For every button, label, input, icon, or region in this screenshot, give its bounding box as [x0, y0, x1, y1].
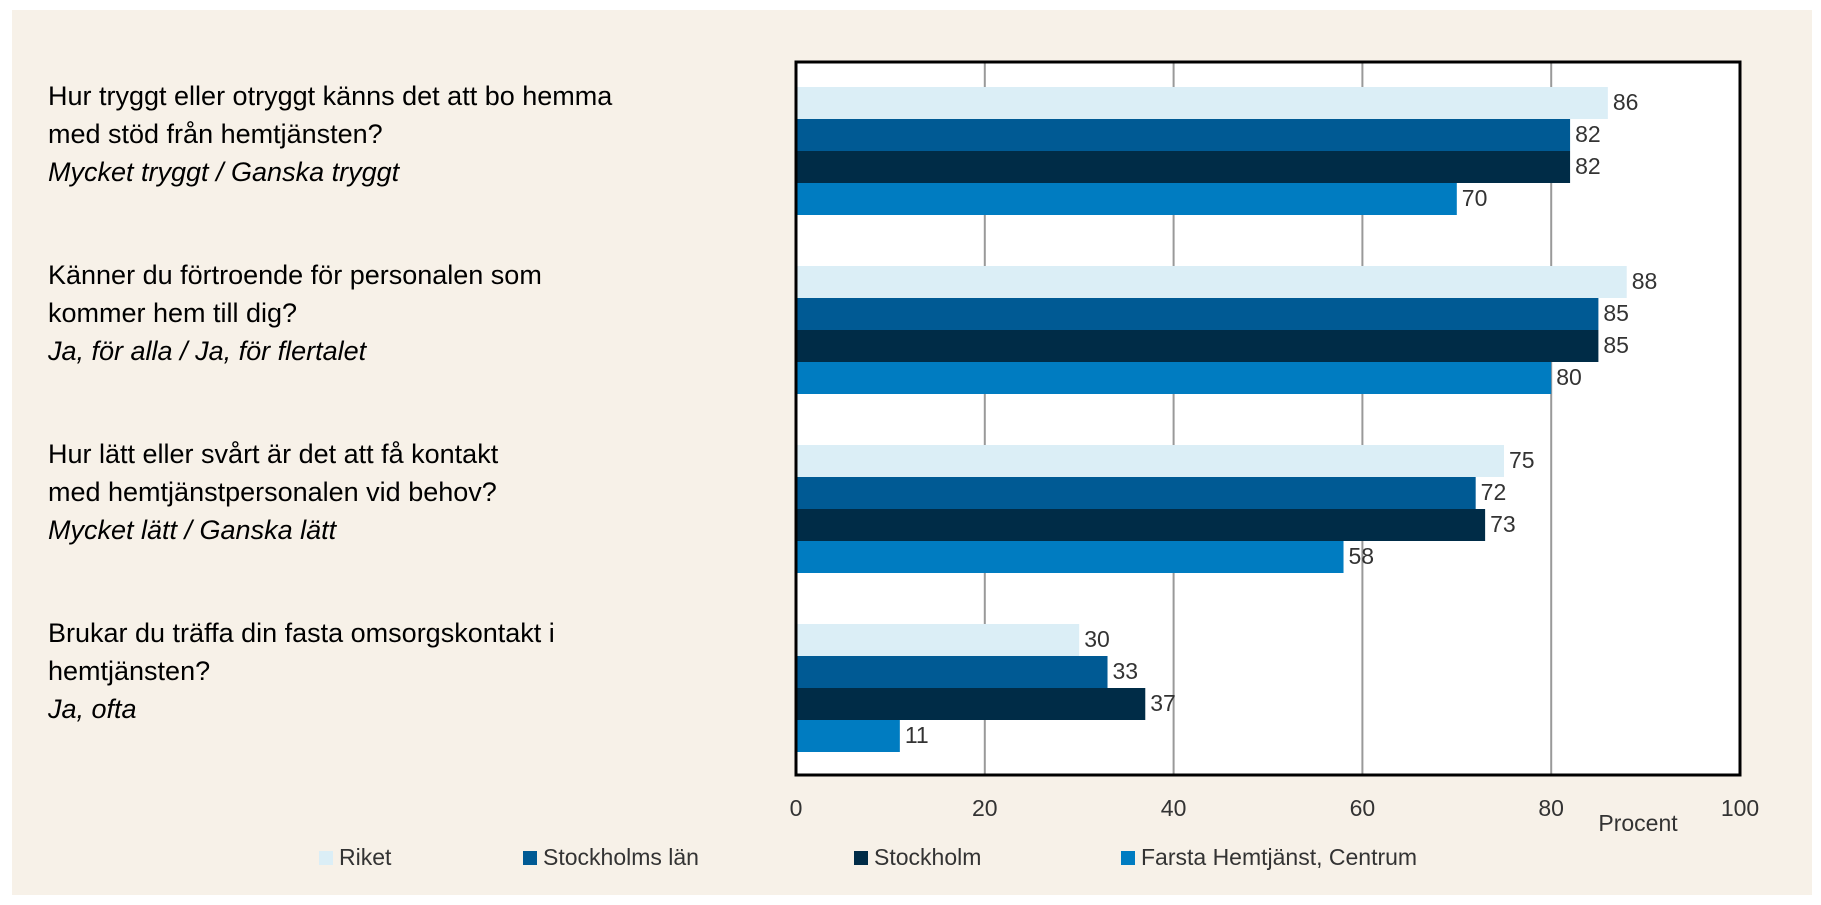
legend-label: Stockholms län — [543, 844, 699, 870]
data-label: 82 — [1575, 153, 1601, 179]
legend-swatch — [854, 851, 868, 865]
answer-text: Ja, ofta — [47, 694, 137, 724]
legend-label: Riket — [339, 844, 392, 870]
x-tick-label: 100 — [1721, 795, 1759, 821]
bar — [796, 266, 1627, 298]
legend-swatch — [523, 851, 537, 865]
bar — [796, 330, 1599, 362]
bar — [796, 445, 1504, 477]
data-label: 86 — [1613, 89, 1639, 115]
data-label: 85 — [1603, 300, 1629, 326]
x-tick-label: 0 — [790, 795, 803, 821]
data-label: 70 — [1462, 185, 1488, 211]
plot-border — [794, 60, 1742, 777]
data-label: 30 — [1084, 626, 1110, 652]
bar — [796, 119, 1571, 151]
question-text: Hur lätt eller svårt är det att få konta… — [48, 439, 499, 469]
question-text: Hur tryggt eller otryggt känns det att b… — [48, 81, 613, 111]
data-label: 88 — [1632, 268, 1658, 294]
data-label: 72 — [1481, 479, 1507, 505]
bar — [796, 656, 1108, 688]
bar — [796, 541, 1344, 573]
question-text: Brukar du träffa din fasta omsorgskontak… — [48, 618, 555, 648]
data-label: 37 — [1150, 690, 1176, 716]
bar — [796, 688, 1146, 720]
question-text: kommer hem till dig? — [48, 298, 297, 328]
bar — [796, 362, 1552, 394]
legend-swatch — [319, 851, 333, 865]
question-text: med hemtjänstpersonalen vid behov? — [48, 477, 497, 507]
x-axis-label: Procent — [1598, 810, 1678, 836]
x-tick-label: 40 — [1161, 795, 1187, 821]
bar — [796, 720, 900, 752]
legend-label: Farsta Hemtjänst, Centrum — [1141, 844, 1417, 870]
bar — [796, 509, 1486, 541]
question-text: Känner du förtroende för personalen som — [48, 260, 542, 290]
bar — [796, 477, 1476, 509]
bar — [796, 87, 1608, 119]
data-label: 80 — [1556, 364, 1582, 390]
question-text: hemtjänsten? — [48, 656, 210, 686]
bar — [796, 624, 1080, 656]
data-label: 33 — [1113, 658, 1139, 684]
data-label: 11 — [905, 722, 929, 748]
answer-text: Mycket tryggt / Ganska tryggt — [48, 157, 401, 187]
answer-text: Mycket lätt / Ganska lätt — [48, 515, 338, 545]
x-tick-label: 80 — [1538, 795, 1564, 821]
data-label: 82 — [1575, 121, 1601, 147]
legend-swatch — [1121, 851, 1135, 865]
bar — [796, 298, 1599, 330]
bar — [796, 151, 1571, 183]
data-label: 58 — [1349, 543, 1375, 569]
legend-label: Stockholm — [874, 844, 981, 870]
x-tick-label: 20 — [972, 795, 998, 821]
data-label: 85 — [1603, 332, 1629, 358]
question-text: med stöd från hemtjänsten? — [48, 119, 383, 149]
bar — [796, 183, 1457, 215]
answer-text: Ja, för alla / Ja, för flertalet — [47, 336, 368, 366]
x-tick-label: 60 — [1350, 795, 1376, 821]
data-label: 73 — [1490, 511, 1516, 537]
data-label: 75 — [1509, 447, 1535, 473]
